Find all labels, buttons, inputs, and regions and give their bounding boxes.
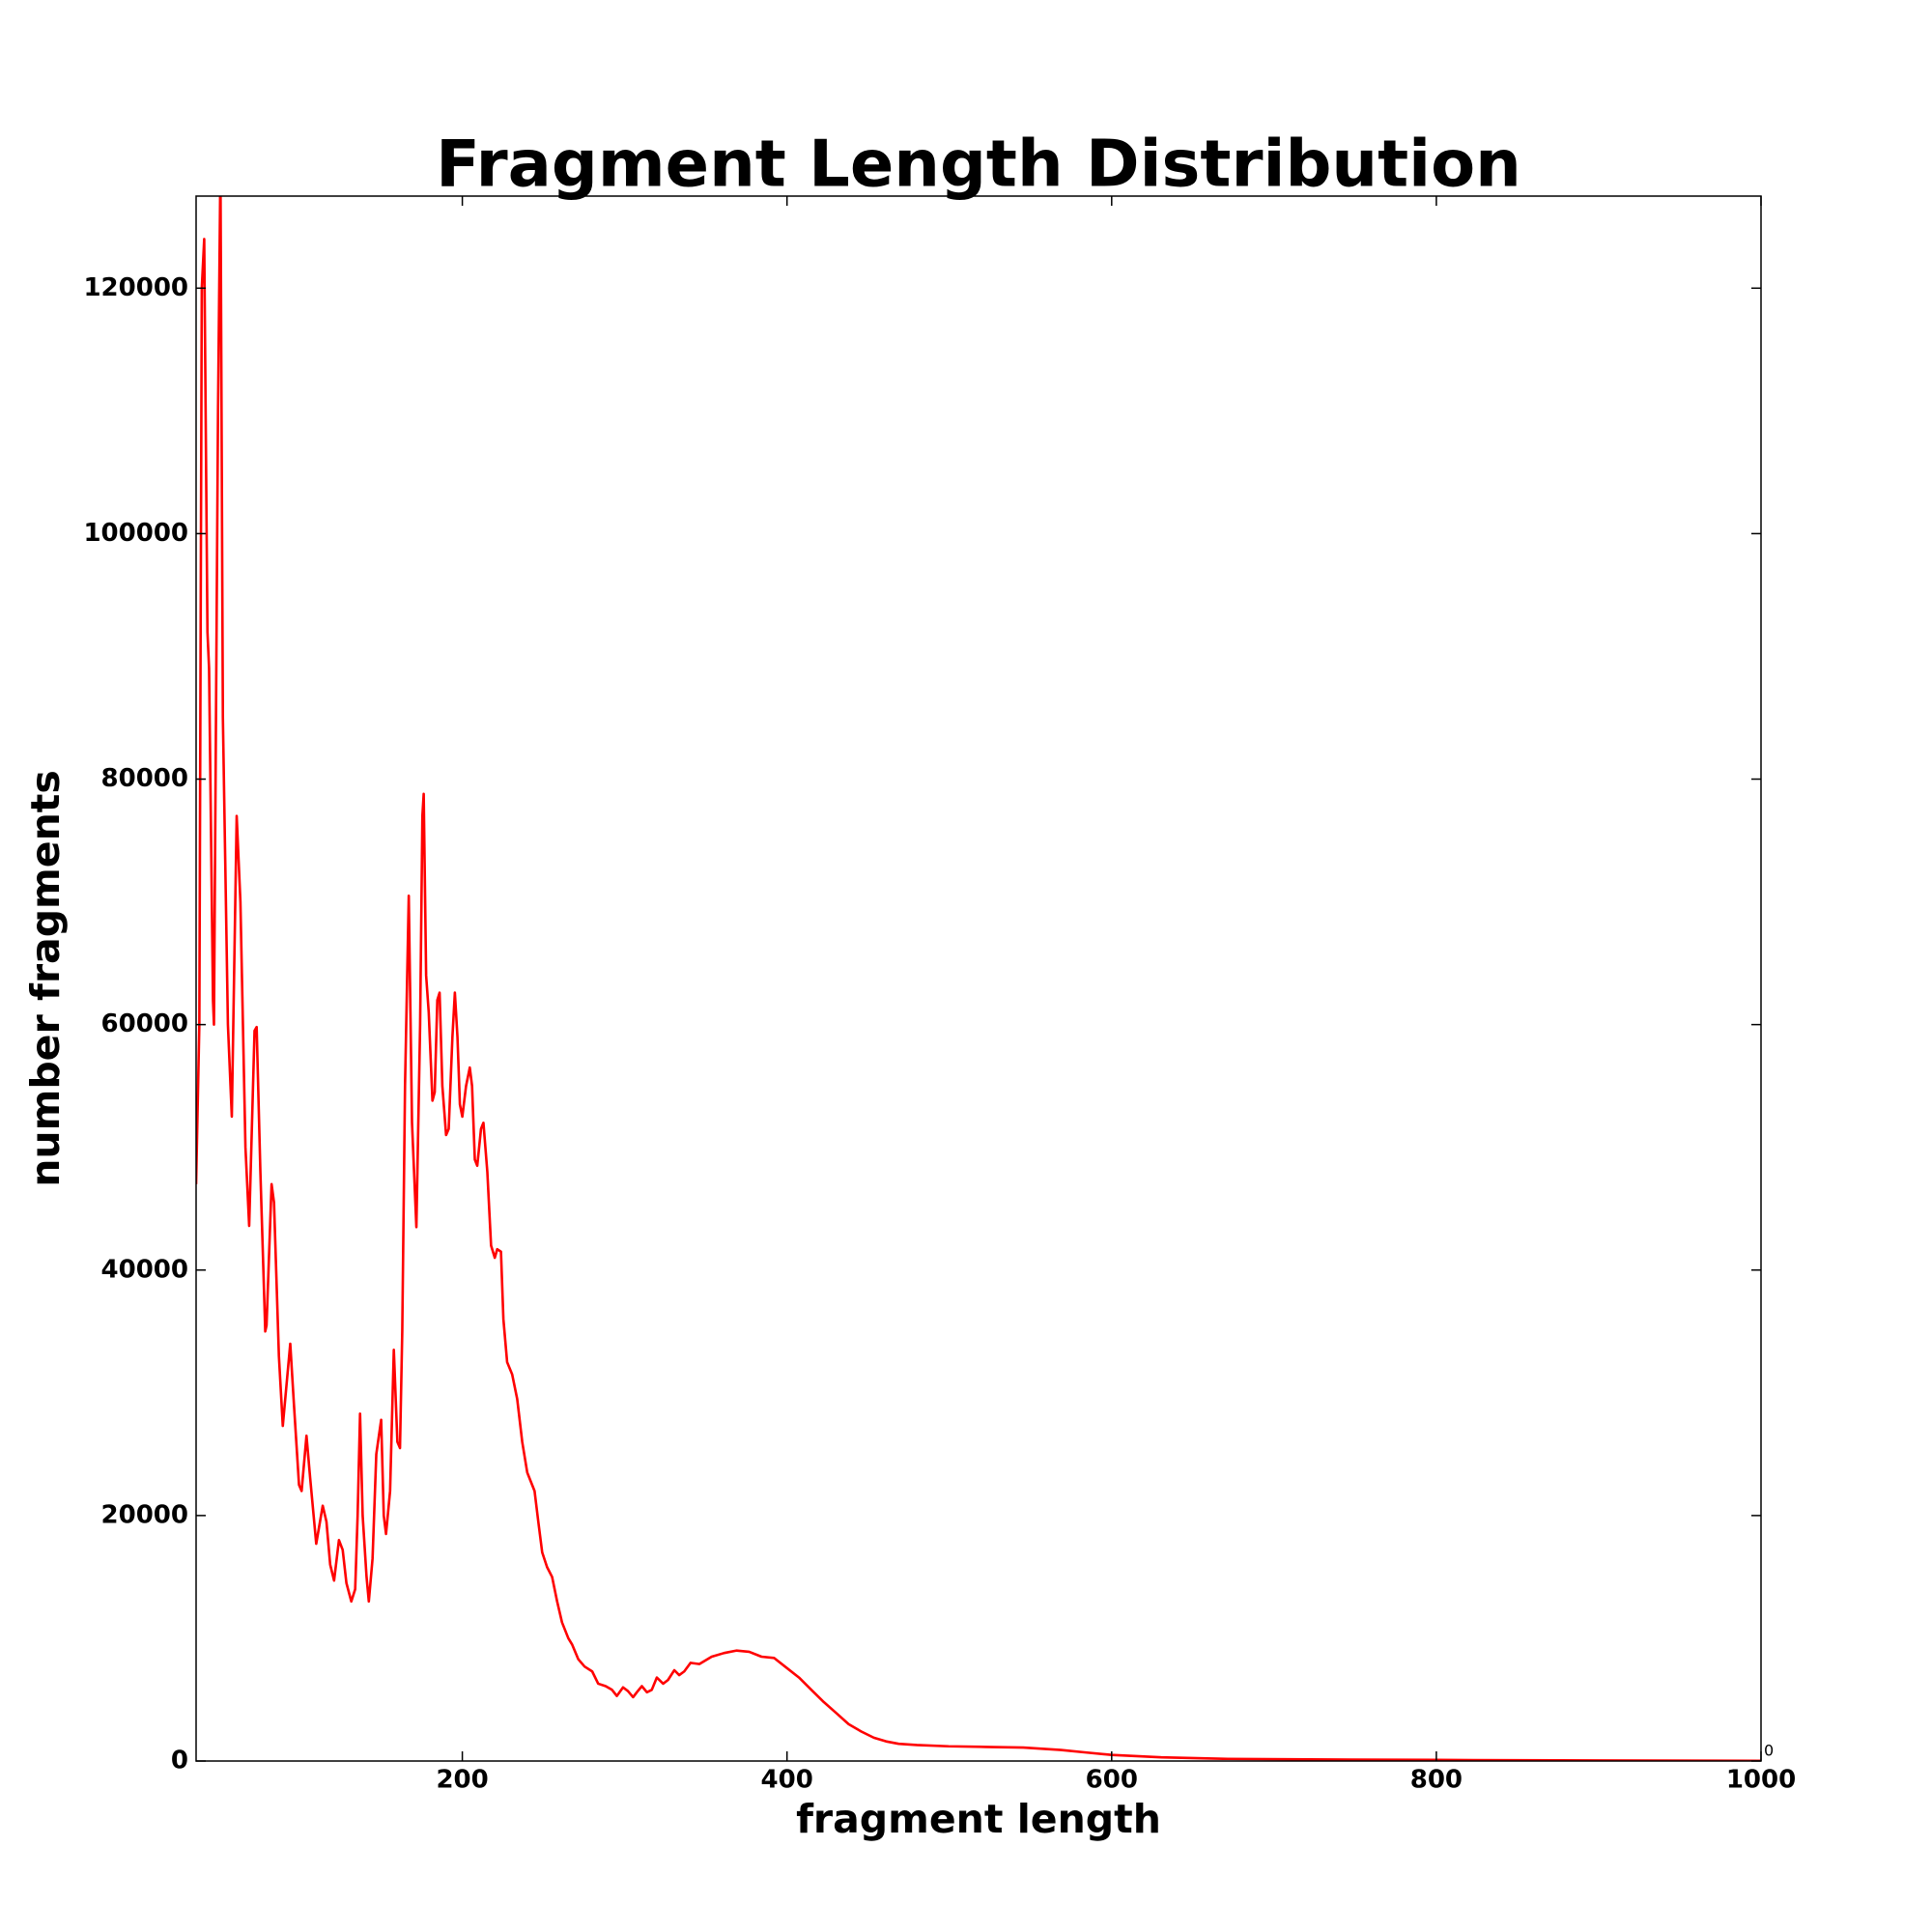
data-line [196, 196, 1761, 1761]
y-tick-label: 0 [171, 1747, 188, 1776]
y-tick-label: 100000 [83, 519, 188, 548]
plot-frame [195, 195, 1762, 1762]
y-tick-label: 40000 [101, 1255, 188, 1284]
x-tick-label: 600 [1086, 1766, 1138, 1795]
y-axis-label: number fragments [22, 770, 69, 1187]
chart-title: Fragment Length Distribution [436, 127, 1521, 202]
x-tick-label: 1000 [1726, 1766, 1796, 1795]
y-tick-label: 20000 [101, 1500, 188, 1529]
x-axis-label: fragment length [796, 1796, 1161, 1842]
x-tick-label: 800 [1410, 1766, 1463, 1795]
x-tick-label: 400 [761, 1766, 813, 1795]
y-tick-label: 60000 [101, 1009, 188, 1038]
y-tick-label: 120000 [83, 273, 188, 302]
y-tick-label: 80000 [101, 764, 188, 793]
x-tick-label: 200 [436, 1766, 488, 1795]
corner-label: 0 [1764, 1742, 1774, 1760]
plot-area [196, 196, 1761, 1761]
